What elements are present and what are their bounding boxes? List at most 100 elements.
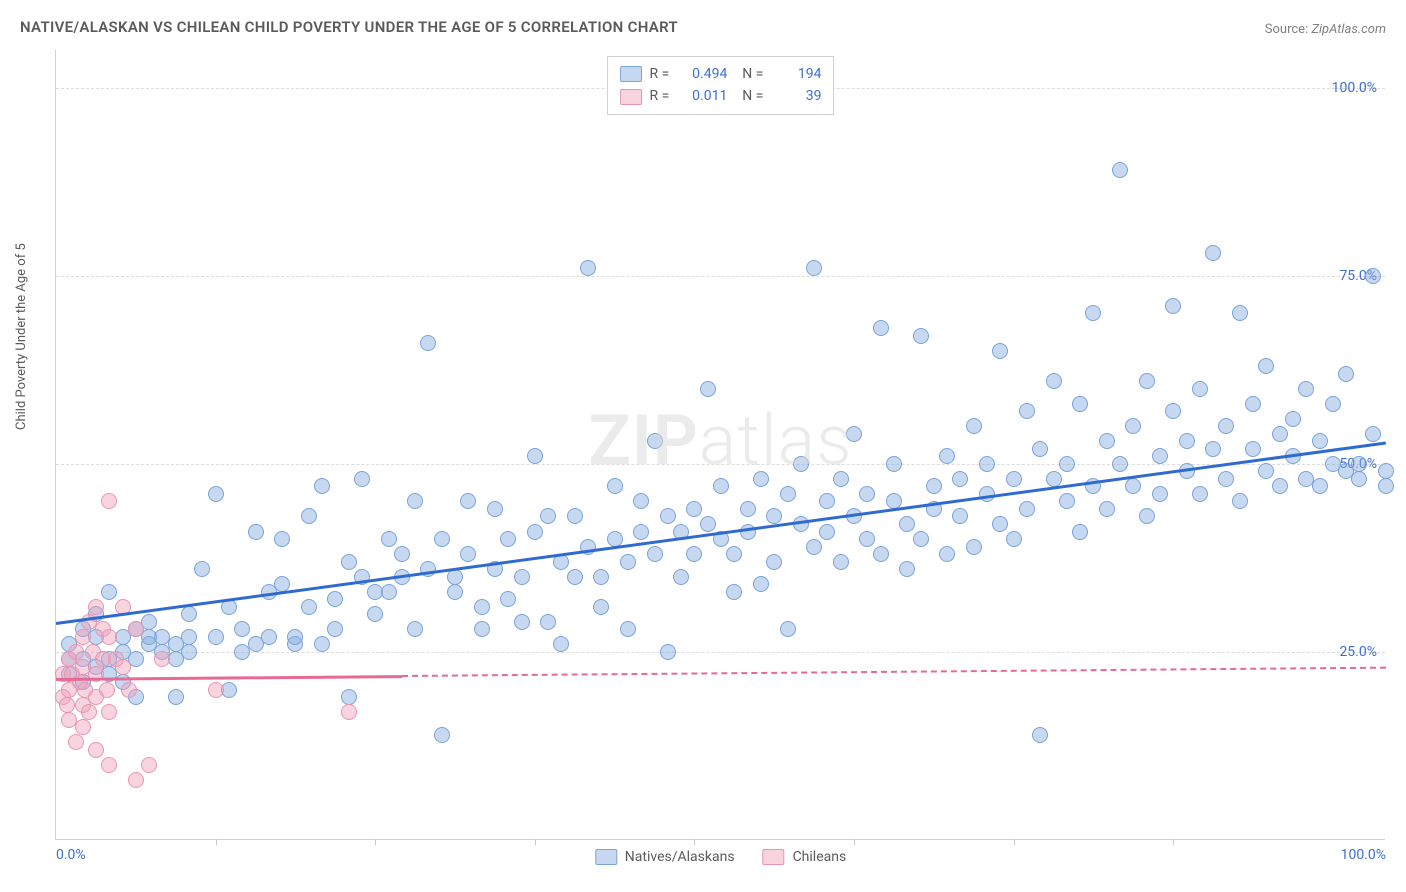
- scatter-point: [806, 260, 822, 276]
- r-value: 0.011: [677, 85, 727, 107]
- x-minor-tick: [694, 839, 695, 845]
- scatter-point: [341, 554, 357, 570]
- x-minor-tick: [535, 839, 536, 845]
- scatter-point: [1258, 463, 1274, 479]
- scatter-point: [1125, 418, 1141, 434]
- legend-swatch-natives: [620, 66, 642, 82]
- scatter-point: [407, 621, 423, 637]
- scatter-point: [886, 456, 902, 472]
- scatter-point: [1245, 441, 1261, 457]
- scatter-point: [514, 614, 530, 630]
- n-value: 194: [771, 63, 821, 85]
- scatter-point: [327, 621, 343, 637]
- scatter-point: [819, 493, 835, 509]
- source-prefix: Source:: [1265, 22, 1312, 37]
- scatter-point: [899, 561, 915, 577]
- scatter-point: [1232, 493, 1248, 509]
- scatter-point: [420, 335, 436, 351]
- scatter-point: [620, 554, 636, 570]
- scatter-point: [979, 456, 995, 472]
- scatter-point: [500, 531, 516, 547]
- scatter-point: [1351, 471, 1367, 487]
- scatter-point: [1285, 411, 1301, 427]
- scatter-point: [341, 704, 357, 720]
- scatter-point: [992, 516, 1008, 532]
- scatter-point: [660, 644, 676, 660]
- scatter-point: [540, 614, 556, 630]
- scatter-point: [59, 697, 75, 713]
- scatter-point: [434, 531, 450, 547]
- scatter-point: [115, 659, 131, 675]
- scatter-point: [1312, 433, 1328, 449]
- scatter-point: [1032, 727, 1048, 743]
- n-label: N =: [735, 63, 763, 85]
- watermark: ZIPatlas: [588, 399, 852, 481]
- scatter-point: [952, 508, 968, 524]
- scatter-point: [327, 591, 343, 607]
- scatter-point: [168, 689, 184, 705]
- scatter-point: [1085, 305, 1101, 321]
- x-minor-tick: [216, 839, 217, 845]
- scatter-point: [647, 433, 663, 449]
- scatter-point: [101, 704, 117, 720]
- scatter-point: [101, 757, 117, 773]
- scatter-point: [833, 471, 849, 487]
- x-tick-label: 0.0%: [56, 847, 86, 863]
- watermark-bold: ZIP: [588, 399, 698, 481]
- scatter-point: [181, 606, 197, 622]
- scatter-point: [873, 320, 889, 336]
- n-value: 39: [771, 85, 821, 107]
- scatter-point: [567, 569, 583, 585]
- scatter-point: [1112, 456, 1128, 472]
- legend-swatch-natives: [595, 849, 617, 865]
- scatter-point: [68, 644, 84, 660]
- scatter-point: [1139, 508, 1155, 524]
- scatter-point: [793, 456, 809, 472]
- scatter-point: [1365, 426, 1381, 442]
- legend-row: R =0.011 N =39: [620, 85, 822, 107]
- scatter-point: [208, 682, 224, 698]
- legend-label: Chileans: [793, 849, 847, 865]
- scatter-point: [766, 508, 782, 524]
- gridline-h: [56, 276, 1385, 277]
- scatter-point: [121, 682, 137, 698]
- x-minor-tick: [1014, 839, 1015, 845]
- scatter-point: [1125, 478, 1141, 494]
- trend-line: [402, 667, 1386, 677]
- x-minor-tick: [854, 839, 855, 845]
- legend-swatch-chileans: [763, 849, 785, 865]
- scatter-point: [966, 418, 982, 434]
- scatter-point: [620, 621, 636, 637]
- scatter-point: [1019, 501, 1035, 517]
- scatter-point: [939, 448, 955, 464]
- legend-swatch-chileans: [620, 89, 642, 105]
- scatter-point: [354, 471, 370, 487]
- scatter-point: [1218, 471, 1234, 487]
- source-link[interactable]: ZipAtlas.com: [1311, 22, 1386, 37]
- scatter-point: [1112, 162, 1128, 178]
- scatter-point: [593, 569, 609, 585]
- scatter-point: [1006, 531, 1022, 547]
- scatter-point: [567, 508, 583, 524]
- scatter-point: [846, 426, 862, 442]
- scatter-point: [527, 524, 543, 540]
- scatter-point: [234, 621, 250, 637]
- scatter-point: [1245, 396, 1261, 412]
- scatter-point: [580, 260, 596, 276]
- scatter-point: [447, 584, 463, 600]
- scatter-point: [1032, 441, 1048, 457]
- scatter-point: [873, 546, 889, 562]
- source-attribution: Source: ZipAtlas.com: [1265, 22, 1386, 37]
- scatter-point: [434, 727, 450, 743]
- legend-item-chileans: Chileans: [763, 849, 847, 865]
- scatter-point: [1378, 478, 1394, 494]
- scatter-point: [753, 471, 769, 487]
- scatter-point: [1006, 471, 1022, 487]
- scatter-point: [181, 629, 197, 645]
- scatter-point: [726, 584, 742, 600]
- r-label: R =: [650, 85, 670, 107]
- scatter-point: [1152, 448, 1168, 464]
- scatter-point: [540, 508, 556, 524]
- scatter-point: [75, 629, 91, 645]
- scatter-point: [780, 621, 796, 637]
